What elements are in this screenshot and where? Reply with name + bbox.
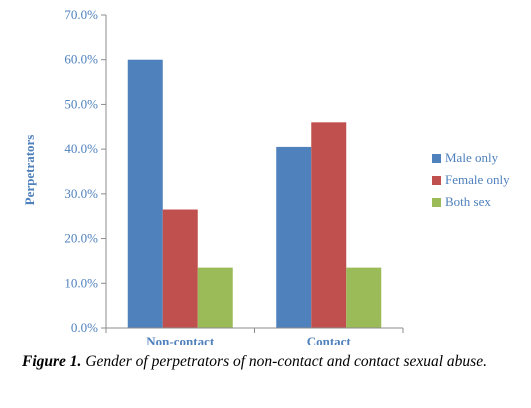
caption-label: Figure 1. — [22, 353, 82, 370]
y-tick-label: 40.0% — [64, 141, 98, 156]
y-axis-title: Perpetrators — [22, 135, 37, 206]
legend-label: Male only — [445, 150, 499, 165]
x-axis: Non-contact Contact — [105, 327, 404, 345]
y-tick-label: 30.0% — [64, 186, 98, 201]
figure-caption: Figure 1. Gender of perpetrators of non-… — [22, 352, 514, 371]
legend-swatch — [432, 176, 441, 185]
y-tick-label: 0.0% — [71, 320, 98, 335]
legend-swatch — [432, 154, 441, 163]
y-axis: 0.0% 10.0% 20.0% 30.0% 40.0% 50.0% 60.0% 70.0% — [64, 7, 107, 335]
bars — [127, 59, 382, 328]
bar-chart: 0.0%10.0%20.0%30.0%40.0%50.0%60.0%70.0% … — [22, 7, 510, 345]
legend-label: Female only — [445, 172, 510, 187]
y-tick-label: 50.0% — [64, 96, 98, 111]
y-tick-label: 10.0% — [64, 275, 98, 290]
x-category-label: Contact — [307, 334, 352, 345]
bar-both-sex-non-contact — [197, 267, 233, 328]
y-tick-label: 70.0% — [64, 7, 98, 22]
bar-female-only-contact — [311, 122, 347, 328]
bar-male-only-non-contact — [127, 59, 163, 328]
bar-male-only-contact — [276, 146, 312, 328]
caption-text: Gender of perpetrators of non-contact an… — [85, 353, 487, 370]
bar-both-sex-contact — [346, 267, 382, 328]
y-tick-label: 20.0% — [64, 231, 98, 246]
y-tick-label: 60.0% — [64, 52, 98, 67]
legend-swatch — [432, 198, 441, 207]
legend-label: Both sex — [445, 194, 491, 209]
legend: Male only Female only Both sex — [432, 150, 510, 209]
x-category-label: Non-contact — [146, 334, 215, 345]
bar-female-only-non-contact — [162, 209, 198, 328]
